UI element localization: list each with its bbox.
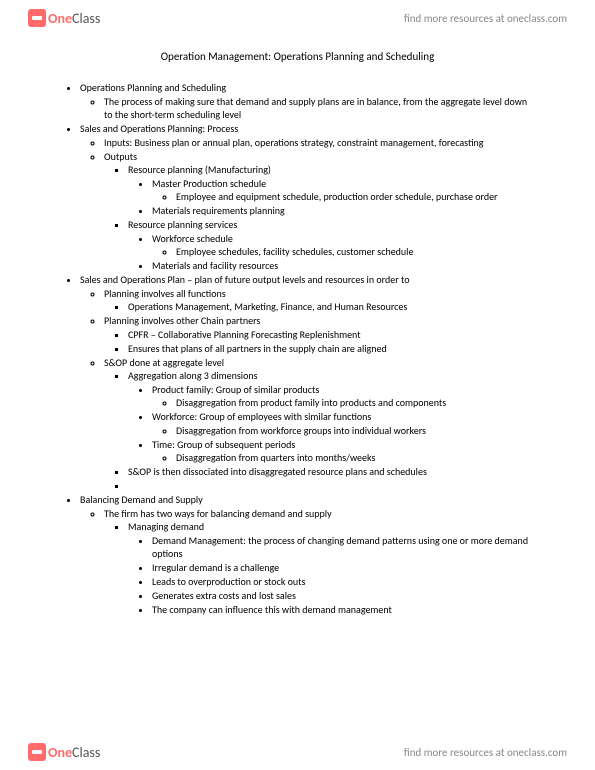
list-item: Resource planning services Workforce sch… [128,218,535,273]
section-sop-plan: Sales and Operations Plan – plan of futu… [80,273,535,493]
outline-root: Operations Planning and Scheduling The p… [60,81,535,617]
list-item: S&OP is then dissociated into disaggrega… [128,465,535,479]
list-item: Materials and facility resources [152,259,535,273]
list-item: Generates extra costs and lost sales [152,589,535,603]
text: Managing demand [128,520,204,533]
list-item: S&OP done at aggregate level Aggregation… [104,356,535,493]
list-item: Managing demand Demand Management: the p… [128,520,535,617]
list-item: The firm has two ways for balancing dema… [104,507,535,617]
logo-icon [28,743,46,761]
text: Planning involves other Chain partners [104,314,260,327]
text: Resource planning (Manufacturing) [128,163,271,176]
text: S&OP done at aggregate level [104,356,224,369]
list-item: Employee schedules, facility schedules, … [176,245,535,259]
list-item: Time: Group of subsequent periods Disagg… [152,438,535,465]
list-item: Outputs Resource planning (Manufacturing… [104,150,535,273]
brand-logo: OneClass [28,9,100,27]
section-sop-process: Sales and Operations Planning: Process I… [80,122,535,273]
list-item: CPFR – Collaborative Planning Forecastin… [128,328,535,342]
list-item: The process of making sure that demand a… [104,95,535,122]
footer-tagline: find more resources at oneclass.com [404,746,567,759]
list-item: Master Production schedule Employee and … [152,177,535,204]
logo-class: Class [72,10,100,27]
list-item: Materials requirements planning [152,204,535,218]
text: Aggregation along 3 dimensions [128,369,258,382]
text: The firm has two ways for balancing dema… [104,507,332,520]
list-item: Employee and equipment schedule, product… [176,190,535,204]
list-item: Disaggregation from quarters into months… [176,451,535,465]
list-item: Aggregation along 3 dimensions Product f… [128,369,535,465]
list-item: The company can influence this with dema… [152,603,535,617]
text: Workforce schedule [152,232,233,245]
brand-logo-footer: OneClass [28,743,100,761]
list-item: Ensures that plans of all partners in th… [128,342,535,356]
page-title: Operation Management: Operations Plannin… [60,50,535,63]
list-item [128,479,535,493]
list-item: Leads to overproduction or stock outs [152,575,535,589]
list-item: Disaggregation from workforce groups int… [176,424,535,438]
list-item: Inputs: Business plan or annual plan, op… [104,136,535,150]
heading-text: Balancing Demand and Supply [80,493,203,506]
list-item: Workforce schedule Employee schedules, f… [152,232,535,259]
heading-text: Sales and Operations Plan – plan of futu… [80,273,410,286]
logo-text: OneClass [48,10,100,27]
list-item: Workforce: Group of employees with simil… [152,410,535,437]
list-item: Resource planning (Manufacturing) Master… [128,163,535,218]
list-item: Planning involves other Chain partners C… [104,314,535,355]
list-item: Irregular demand is a challenge [152,561,535,575]
list-item: Product family: Group of similar product… [152,383,535,410]
logo-icon [28,9,46,27]
logo-one: One [48,10,72,27]
list-item: Operations Management, Marketing, Financ… [128,300,535,314]
text: Master Production schedule [152,177,266,190]
page-footer: OneClass find more resources at oneclass… [0,738,595,770]
list-item: Disaggregation from product family into … [176,396,535,410]
list-item: Planning involves all functions Operatio… [104,287,535,314]
document-content: Operation Management: Operations Plannin… [0,32,595,617]
logo-class: Class [72,744,100,761]
text: Resource planning services [128,218,237,231]
logo-text: OneClass [48,744,100,761]
text: Time: Group of subsequent periods [152,438,295,451]
section-balancing: Balancing Demand and Supply The firm has… [80,493,535,617]
heading-text: Operations Planning and Scheduling [80,81,226,94]
text: Product family: Group of similar product… [152,383,319,396]
list-item: Demand Management: the process of changi… [152,534,535,561]
text: Workforce: Group of employees with simil… [152,410,371,423]
page-header: OneClass find more resources at oneclass… [0,0,595,32]
logo-one: One [48,744,72,761]
text: Planning involves all functions [104,287,226,300]
text: Outputs [104,150,137,163]
section-ops-planning: Operations Planning and Scheduling The p… [80,81,535,122]
header-tagline: find more resources at oneclass.com [404,12,567,25]
heading-text: Sales and Operations Planning: Process [80,122,238,135]
